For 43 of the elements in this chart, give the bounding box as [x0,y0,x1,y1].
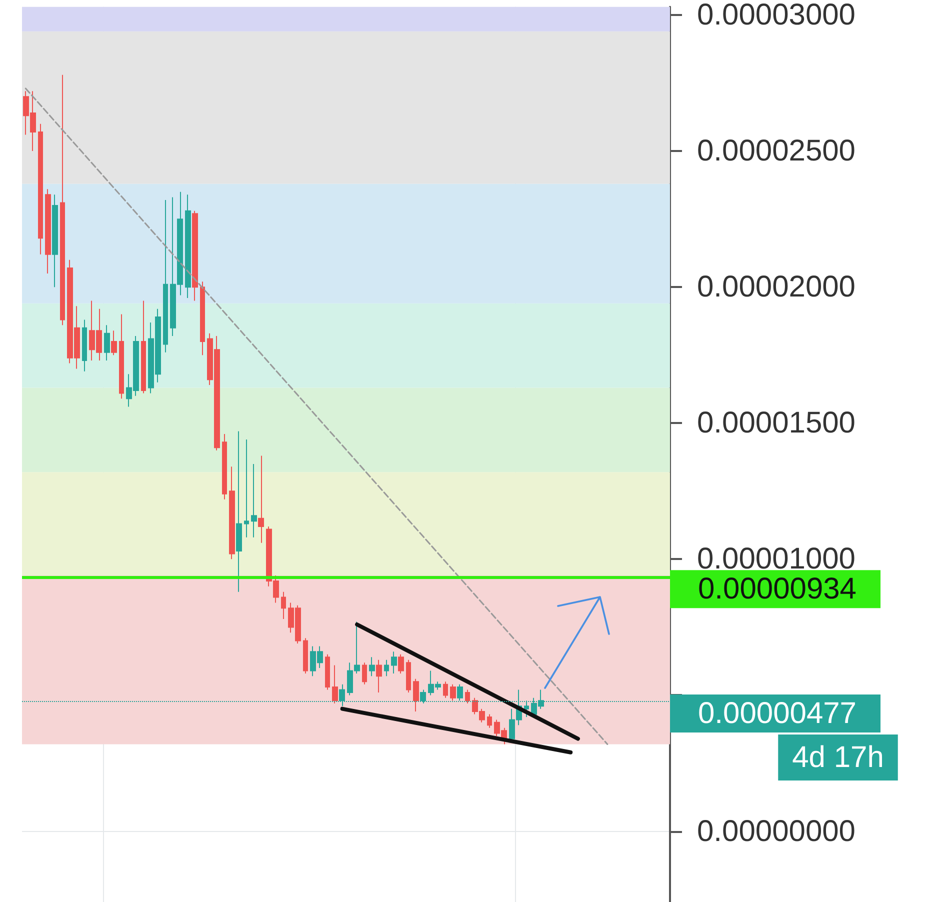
ref-line-label: 0.00000477 [698,696,856,730]
y-tick-label: 0.00002000 [697,270,856,304]
candlestick [413,678,419,712]
candlestick [251,463,257,538]
candlestick [229,466,235,560]
candlestick [60,74,65,326]
candlestick [465,689,470,704]
candlestick [303,638,308,674]
candlestick [325,654,330,690]
candlestick [45,188,51,274]
candlestick [185,194,191,298]
candlestick [52,194,58,288]
candlestick [119,314,124,400]
candlestick [222,434,227,500]
candlestick [487,714,492,728]
candlestick [38,123,43,255]
candlestick [391,651,397,674]
candlestick [104,324,110,362]
candlestick [141,300,146,394]
candlestick [384,659,389,677]
candlestick [376,659,382,693]
candlestick [111,330,117,356]
candlestick [244,438,249,538]
y-tick-label: 0.00003000 [697,0,856,32]
candlestick [457,684,463,702]
y-tick-label: 0.00000000 [697,814,856,848]
candlestick [362,662,367,685]
text: 4d 17h [792,740,884,774]
candlestick [258,455,264,544]
candlestick [332,664,338,704]
candlestick [406,659,411,693]
candlestick [163,200,168,353]
candlestick [369,656,375,677]
candlestick [236,430,242,592]
y-tick-label: 0.00001500 [697,406,856,440]
candlestick [82,319,87,372]
candlestick [200,281,205,356]
candlestick [443,681,448,698]
candlestick [398,654,404,674]
candlestick [450,684,456,702]
y-tick-label: 0.00002500 [697,134,856,168]
candlestick [281,591,286,620]
candlestick [192,210,198,302]
